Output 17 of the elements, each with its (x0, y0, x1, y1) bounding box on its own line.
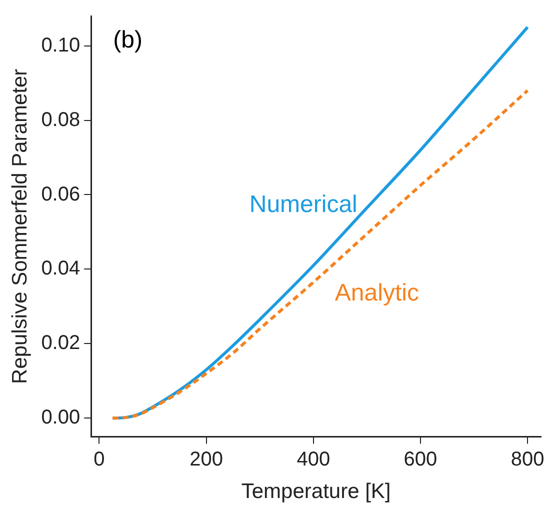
x-axis-title: Temperature [K] (241, 480, 391, 504)
x-tick-label: 400 (296, 448, 330, 470)
y-axis-title: Repulsive Sommerfeld Parameter (8, 68, 32, 384)
y-tick-label: 0.00 (41, 406, 80, 429)
x-tick-label: 600 (404, 448, 438, 470)
series-label: Numerical (249, 191, 358, 218)
annotation: (b) (113, 26, 142, 54)
x-tick-label: 0 (94, 448, 105, 470)
y-tick-label: 0.04 (41, 258, 80, 280)
line-series (111, 88, 530, 420)
y-tick-label: 0.10 (41, 34, 80, 56)
series-label: Analytic (334, 279, 419, 306)
y-tick-label: 0.02 (41, 332, 80, 354)
y-tick-label: 0.08 (41, 108, 80, 131)
y-tick-label: 0.06 (41, 183, 80, 206)
x-tick-label: 200 (190, 448, 223, 470)
x-tick-label: 800 (510, 448, 544, 470)
